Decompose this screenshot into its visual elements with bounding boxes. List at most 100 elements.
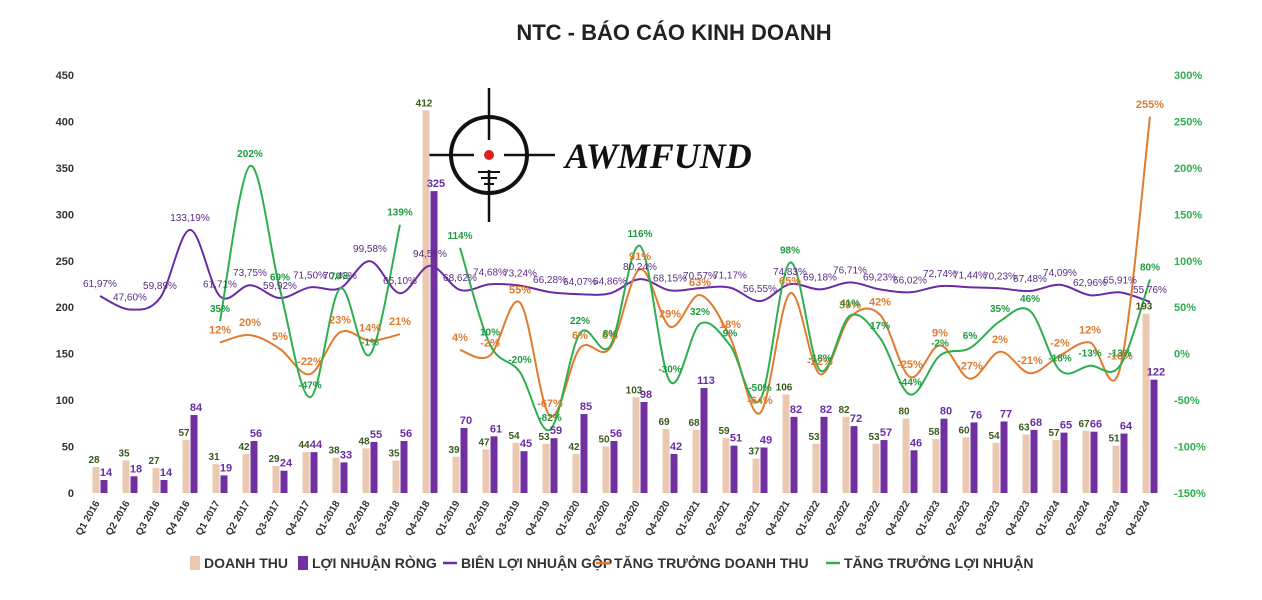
profit-growth-label: 8% xyxy=(603,329,618,340)
legend-swatch xyxy=(190,556,200,570)
gross-margin-label: 71,44% xyxy=(953,270,987,281)
revenue-growth-label: 9% xyxy=(932,327,948,339)
revenue-bar xyxy=(512,442,520,493)
x-axis-tick: Q4 2016 xyxy=(164,499,193,538)
revenue-bar xyxy=(932,439,940,493)
revenue-bar xyxy=(722,438,730,493)
revenue-bar xyxy=(152,467,160,493)
revenue-bar xyxy=(392,460,400,493)
profit-growth-label: 116% xyxy=(627,229,652,240)
revenue-growth-label: 2% xyxy=(992,334,1008,346)
revenue-label: 42 xyxy=(238,442,250,453)
profit-growth-label: -47% xyxy=(298,380,321,391)
revenue-growth-label: 23% xyxy=(329,314,351,326)
net-profit-label: 80 xyxy=(940,406,952,418)
net-profit-label: 33 xyxy=(340,449,352,461)
legend-swatch xyxy=(298,556,308,570)
x-axis-tick: Q4-2020 xyxy=(644,499,673,539)
x-axis-tick: Q1-2018 xyxy=(314,499,343,539)
revenue-growth-label: 18% xyxy=(719,319,741,331)
x-axis-tick: Q1 2016 xyxy=(74,499,103,538)
profit-growth-label: -13% xyxy=(1078,349,1101,360)
revenue-label: 58 xyxy=(928,427,940,438)
net-profit-label: 56 xyxy=(610,428,622,440)
net-profit-bar xyxy=(610,440,618,493)
revenue-label: 57 xyxy=(1048,428,1060,439)
net-profit-label: 61 xyxy=(490,423,502,435)
revenue-growth-label: -27% xyxy=(957,361,983,373)
revenue-bar xyxy=(962,437,970,493)
net-profit-label: 57 xyxy=(880,427,892,439)
revenue-label: 44 xyxy=(298,440,310,451)
x-axis-tick: Q3-2019 xyxy=(494,499,523,539)
gross-margin-label: 70,43% xyxy=(323,271,357,282)
right-axis-tick: 50% xyxy=(1174,302,1196,314)
net-profit-bar xyxy=(460,427,468,493)
net-profit-bar xyxy=(400,440,408,493)
x-axis-tick: Q2-2020 xyxy=(584,499,613,539)
x-axis-tick: Q1-2023 xyxy=(914,499,943,539)
net-profit-label: 56 xyxy=(400,428,412,440)
gross-margin-label: 73,24% xyxy=(503,269,537,280)
left-axis-tick: 400 xyxy=(56,116,74,128)
revenue-bar xyxy=(92,466,100,493)
left-axis: 0 50 100 150 200 250 300 350 400 450 xyxy=(56,70,74,500)
x-axis-tick: Q3-2023 xyxy=(974,499,1003,539)
revenue-bar xyxy=(362,448,370,493)
profit-growth-label: 32% xyxy=(690,307,710,318)
net-profit-label: 19 xyxy=(220,462,232,474)
revenue-bar xyxy=(1022,434,1030,493)
net-profit-label: 59 xyxy=(550,425,562,437)
net-profit-bar xyxy=(670,453,678,493)
gross-margin-label: 76,71% xyxy=(833,265,867,276)
awmfund-logo: AWMFUND xyxy=(423,88,752,222)
profit-growth-line xyxy=(219,164,401,399)
net-profit-label: 14 xyxy=(160,467,173,479)
net-profit-label: 49 xyxy=(760,434,772,446)
x-axis-tick: Q3-2017 xyxy=(254,499,283,539)
gross-margin-label: 61,97% xyxy=(83,279,117,290)
gross-margin-label: 71,17% xyxy=(713,271,747,282)
revenue-label: 51 xyxy=(1108,434,1120,445)
net-profit-bar xyxy=(340,462,348,493)
profit-growth-label: 69% xyxy=(270,273,290,284)
net-profit-label: 82 xyxy=(820,404,832,416)
gross-margin-label: 74,83% xyxy=(773,267,807,278)
revenue-bar xyxy=(422,110,430,493)
net-profit-label: 44 xyxy=(310,439,323,451)
revenue-label: 68 xyxy=(688,418,700,429)
net-profit-bar xyxy=(490,436,498,493)
net-profit-label: 113 xyxy=(697,375,715,387)
net-profit-label: 77 xyxy=(1000,408,1012,420)
net-profit-bar xyxy=(280,470,288,493)
right-axis-tick: 250% xyxy=(1174,116,1202,128)
right-axis-tick: -150% xyxy=(1174,488,1206,500)
profit-growth-label: 9% xyxy=(723,328,738,339)
revenue-bar xyxy=(812,443,820,493)
gross-margin-line xyxy=(99,228,1151,311)
net-profit-label: 98 xyxy=(640,389,652,401)
net-profit-label: 24 xyxy=(280,458,293,470)
net-profit-bar xyxy=(820,416,828,493)
net-profit-bar xyxy=(520,451,528,493)
net-profit-bar xyxy=(760,447,768,493)
profit-growth-label: 10% xyxy=(480,327,500,338)
revenue-bar xyxy=(1052,440,1060,493)
revenue-growth-label: 4% xyxy=(452,332,468,344)
net-profit-label: 51 xyxy=(730,433,742,445)
x-axis-tick: Q4-2021 xyxy=(764,499,793,539)
legend: DOANH THU LỢI NHUẬN RÒNG BIÊN LỢI NHUẬN GỘ… xyxy=(190,554,1034,571)
gross-margin-label: 72,74% xyxy=(923,269,957,280)
watermark-text: AWMFUND xyxy=(563,136,752,176)
net-profit-bar xyxy=(1150,379,1158,493)
x-axis: Q1 2016 Q2 2016 Q3 2016 Q4 2016 Q1 2017 Q2 20… xyxy=(74,499,1153,539)
left-axis-tick: 250 xyxy=(56,256,74,268)
x-axis-tick: Q2-2022 xyxy=(824,499,853,539)
revenue-bar xyxy=(1142,313,1150,493)
revenue-label: 54 xyxy=(988,431,1000,442)
profit-growth-label: -18% xyxy=(1048,353,1071,364)
x-axis-tick: Q4-2018 xyxy=(404,499,433,539)
revenue-label: 69 xyxy=(658,417,670,428)
x-axis-tick: Q2 2016 xyxy=(104,499,133,538)
gross-margin-label: 69,18% xyxy=(803,272,837,283)
